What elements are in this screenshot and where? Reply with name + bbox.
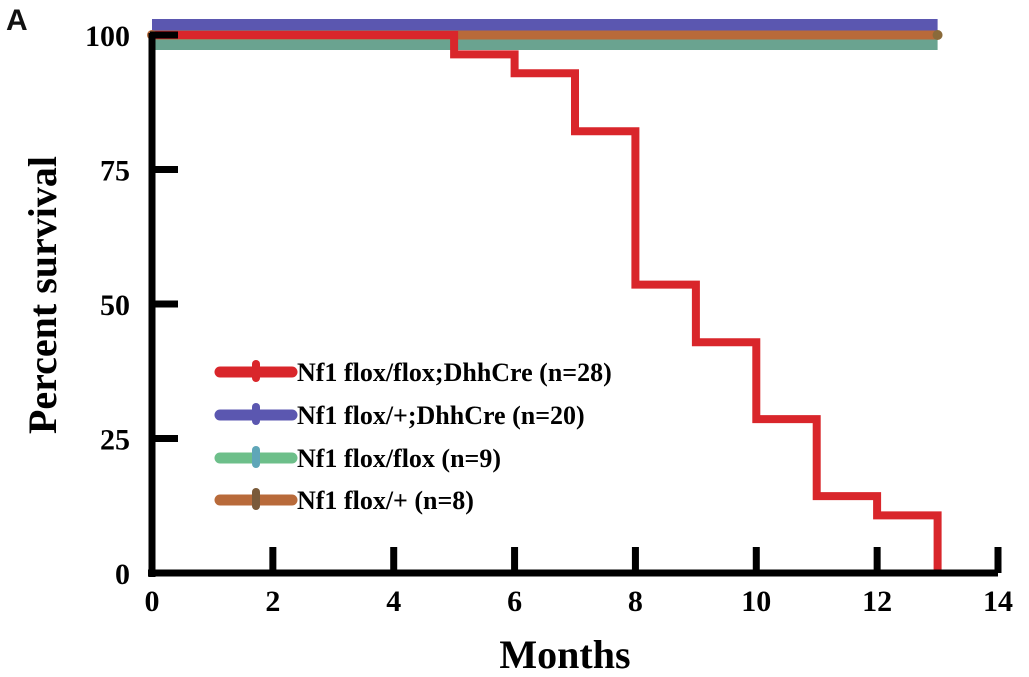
x-tick-label-2: 2	[265, 585, 280, 618]
legend-marker-3	[252, 488, 260, 510]
panel-label: A	[6, 4, 28, 37]
x-tick-label-10: 10	[741, 585, 771, 618]
series-line-0	[152, 31, 942, 573]
y-tick-label-25: 25	[100, 424, 130, 457]
legend-marker-2	[252, 446, 260, 468]
x-tick-label-8: 8	[628, 585, 643, 618]
x-tick-label-4: 4	[386, 585, 401, 618]
y-tick-label-75: 75	[100, 155, 130, 188]
x-tick-label-0: 0	[145, 585, 160, 618]
legend-label-0: Nf1 flox/flox;DhhCre (n=28)	[297, 358, 612, 387]
legend-marker-0	[252, 360, 260, 382]
censor-mark-end	[932, 30, 943, 40]
legend-marker-1	[252, 403, 260, 425]
y-tick-label-50: 50	[100, 289, 130, 322]
plot-area: 0 25 50 75 100 0 2 4 6 8 10 12 14 Nf1 flox/flox;DhhCr…	[85, 19, 1013, 618]
x-tick-label-12: 12	[862, 585, 892, 618]
x-tick-label-14: 14	[983, 585, 1013, 618]
x-tick-label-6: 6	[507, 585, 522, 618]
legend-label-1: Nf1 flox/+;DhhCre (n=20)	[297, 401, 585, 430]
y-tick-label-0: 0	[115, 558, 130, 591]
legend-label-2: Nf1 flox/flox (n=9)	[297, 444, 501, 473]
y-tick-label-100: 100	[85, 20, 130, 53]
y-axis-title: Percent survival	[20, 156, 65, 434]
x-axis-title: Months	[499, 632, 630, 677]
legend-label-3: Nf1 flox/+ (n=8)	[297, 486, 474, 515]
